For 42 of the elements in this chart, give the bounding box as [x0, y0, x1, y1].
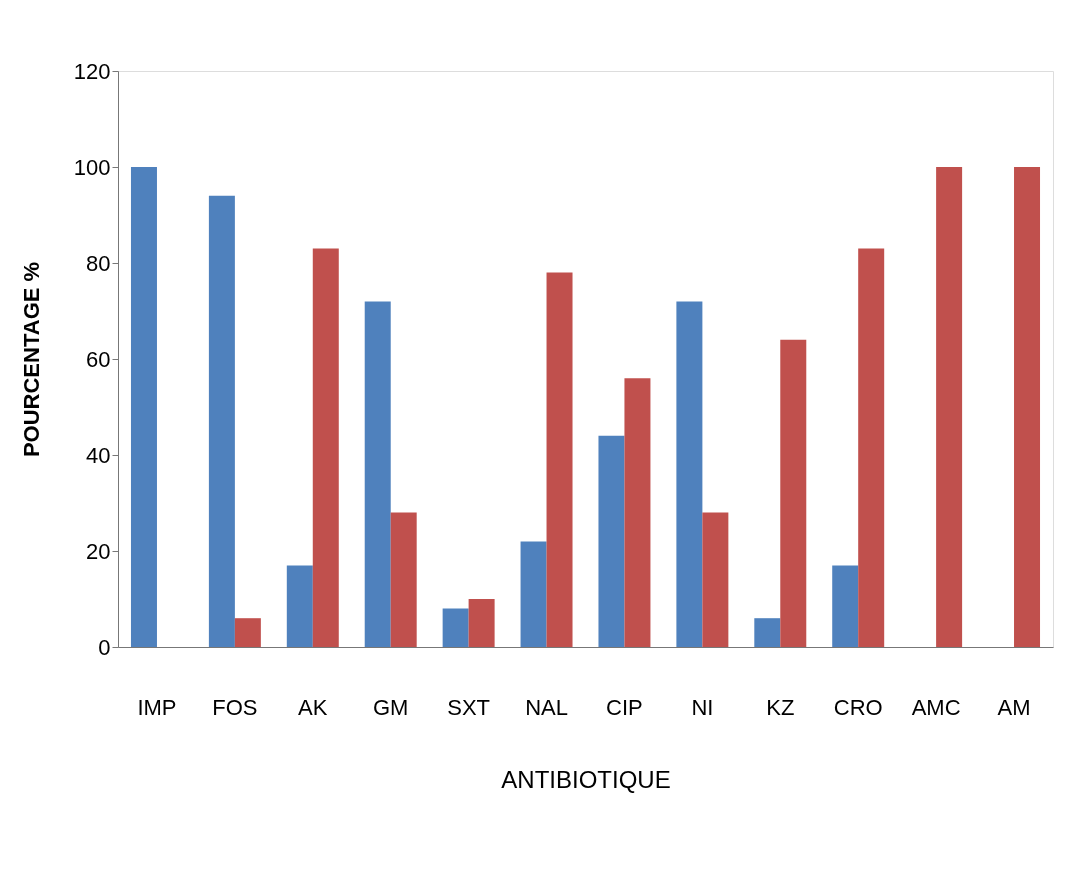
bar [390, 512, 417, 647]
bar [130, 167, 157, 647]
bar [234, 618, 261, 647]
y-tick-label: 100 [73, 154, 111, 180]
y-tick-label: 0 [98, 634, 111, 660]
bar [858, 248, 885, 647]
bar [312, 248, 339, 647]
bar [780, 339, 807, 647]
bar [754, 618, 781, 647]
x-tick-label: GM [372, 694, 409, 720]
bar [468, 599, 495, 647]
bar [1014, 167, 1041, 647]
x-tick-label: NI [691, 694, 714, 720]
bar [442, 608, 469, 647]
x-tick-label: AK [298, 694, 328, 720]
x-tick-label: AM [997, 694, 1031, 720]
x-tick-label: CRO [833, 694, 883, 720]
bar [546, 272, 573, 647]
y-tick-label: 60 [86, 346, 111, 372]
x-tick-label: IMP [137, 694, 177, 720]
y-tick-label: 40 [86, 442, 111, 468]
x-tick-label: NAL [525, 694, 568, 720]
bar [676, 301, 703, 647]
bar [286, 565, 313, 647]
bar [702, 512, 729, 647]
y-tick-label: 120 [73, 58, 111, 84]
x-tick-label: FOS [212, 694, 258, 720]
y-tick-label: 20 [86, 538, 111, 564]
bar [598, 435, 625, 647]
x-tick-label: KZ [766, 694, 795, 720]
bar [208, 195, 235, 647]
x-tick-label: AMC [911, 694, 961, 720]
bar [520, 541, 547, 647]
bar [832, 565, 859, 647]
x-axis-title: ANTIBIOTIQUE [501, 765, 671, 793]
bar [364, 301, 391, 647]
x-tick-label: CIP [606, 694, 643, 720]
y-tick-label: 80 [86, 250, 111, 276]
x-tick-label: SXT [447, 694, 491, 720]
bar [624, 378, 651, 647]
y-axis-title: POURCENTAGE % [18, 261, 44, 458]
bar [936, 167, 963, 647]
